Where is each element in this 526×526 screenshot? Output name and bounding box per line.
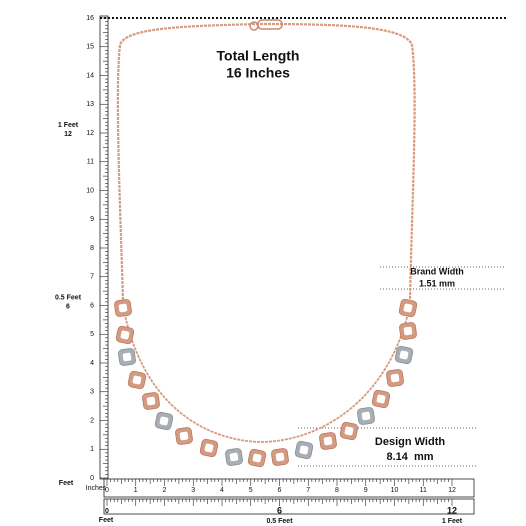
inch-label: 9 (364, 487, 368, 494)
pendant-hole (204, 443, 214, 453)
inch-label: 15 (86, 44, 94, 51)
inch-label: 8 (335, 487, 339, 494)
clasp-ring (249, 21, 259, 31)
feet-label: 0.5 Feet (55, 294, 82, 301)
pendant-hole (252, 453, 262, 463)
inch-label: 6 (90, 302, 94, 309)
inch-label: 12 (448, 487, 456, 494)
necklace (114, 19, 418, 468)
chain (116, 22, 416, 301)
inch-label: 0 (105, 487, 109, 494)
pendant-hole (376, 394, 386, 404)
pendant-hole (399, 350, 409, 360)
pendant-hole (299, 445, 309, 455)
inch-label: 4 (220, 487, 224, 494)
feet-label: 1 Feet (442, 518, 463, 525)
inch-label: 16 (86, 15, 94, 22)
unit-label: Inches (86, 485, 107, 492)
feet-inch: 12 (447, 505, 457, 515)
pendant-hole (229, 452, 239, 462)
inch-label: 6 (278, 487, 282, 494)
pendant-hole (179, 431, 189, 441)
feet-label: 0 (105, 508, 109, 515)
inch-label: 1 (134, 487, 138, 494)
inch-label: 10 (391, 487, 399, 494)
pendant-hole (403, 326, 413, 336)
inch-label: 3 (191, 487, 195, 494)
inch-label: 2 (90, 417, 94, 424)
pendant-hole (275, 452, 285, 462)
callout-value: 1.51 mm (419, 278, 455, 288)
inch-label: 9 (90, 216, 94, 223)
pendant-hole (403, 303, 413, 313)
chain (122, 304, 411, 443)
pendant-hole (323, 436, 333, 446)
title: Total Length (217, 48, 300, 64)
zero-unit: Feet (59, 480, 74, 487)
inch-label: 12 (86, 130, 94, 137)
inch-label: 5 (249, 487, 253, 494)
feet-ruler (103, 498, 475, 515)
inch-label: 11 (420, 487, 427, 494)
inch-label: 2 (163, 487, 167, 494)
inch-label: 5 (90, 331, 94, 338)
pendant-hole (344, 426, 354, 436)
feet-inch: 6 (66, 303, 70, 310)
inch-label: 7 (90, 274, 94, 281)
inch-ruler (103, 478, 475, 498)
callout-label: Design Width (375, 436, 445, 448)
pendant-hole (120, 330, 130, 340)
pendant-hole (159, 416, 169, 426)
pendant-hole (122, 352, 132, 362)
inch-label: 13 (86, 101, 94, 108)
inch-label: 11 (87, 159, 94, 166)
rulers (99, 15, 475, 515)
feet-label: 1 Feet (58, 122, 79, 129)
inch-label: 3 (90, 389, 94, 396)
pendant-hole (132, 375, 142, 385)
feet-label: 0.5 Feet (266, 518, 293, 525)
pendant-hole (146, 396, 156, 406)
inch-label: 7 (306, 487, 310, 494)
feet-inch: 12 (64, 131, 72, 138)
zero-unit: Feet (99, 517, 114, 524)
pendant-hole (361, 411, 371, 421)
feet-inch: 6 (277, 505, 282, 515)
inch-label: 4 (90, 360, 94, 367)
callout-value: 8.14 mm (386, 451, 433, 463)
inch-label: 14 (86, 72, 94, 79)
pendant-hole (390, 373, 400, 383)
inch-label: 10 (86, 187, 94, 194)
inch-label: 8 (90, 245, 94, 252)
pendant-hole (118, 303, 128, 313)
subtitle: 16 Inches (226, 65, 290, 81)
callout-label: Brand Width (410, 266, 463, 276)
inch-label: 1 (90, 446, 94, 453)
inch-label: 0 (90, 475, 94, 482)
